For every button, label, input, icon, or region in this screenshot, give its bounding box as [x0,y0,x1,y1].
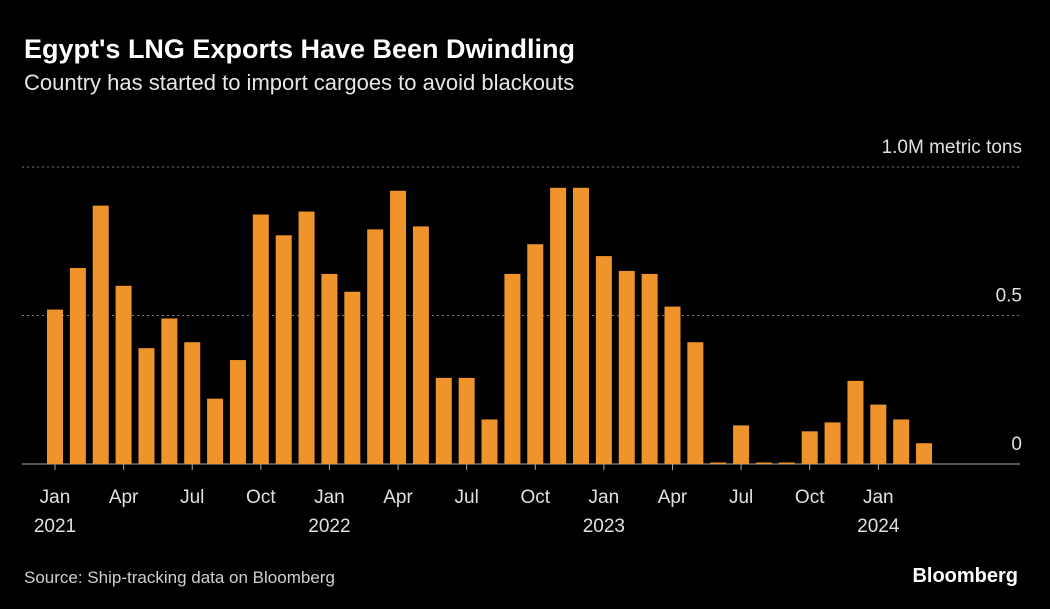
bar [344,291,361,464]
bar [870,404,887,464]
brand: Bloomberg [912,565,1018,587]
x-tick-label: Jan [40,487,71,508]
bar [687,342,704,464]
bar [618,270,635,464]
x-year-label: 2023 [583,516,625,537]
bar [504,273,521,464]
bar [412,226,429,464]
x-tick-label: Jan [314,487,345,508]
chart-title: Egypt's LNG Exports Have Been Dwindling [24,34,575,64]
bar [161,318,178,464]
bar [275,235,292,464]
bar [252,214,269,464]
x-tick-label: Oct [246,487,276,508]
bar [481,419,498,464]
bar [390,190,407,464]
bar [435,377,452,464]
y-tick-label: 1.0M metric tons [882,137,1022,158]
y-tick-label: 0.5 [996,286,1022,307]
bar [824,422,841,464]
bar [778,462,795,464]
x-year-label: 2024 [857,516,900,537]
bar [298,211,315,464]
bar [321,273,338,464]
x-tick-label: Apr [658,487,688,508]
bar [47,309,63,464]
x-tick-label: Apr [109,487,139,508]
bar [733,425,750,464]
bar [458,377,475,464]
x-tick-label: Jul [729,487,753,508]
bar [893,419,910,464]
bar [550,187,567,465]
bar [641,273,658,464]
x-year-label: 2022 [308,516,350,537]
bar [527,244,544,464]
bar [92,205,109,465]
x-tick-label: Apr [383,487,413,508]
bar [916,443,933,464]
bar [573,187,590,465]
bar [184,342,201,464]
x-tick-label: Jan [863,487,894,508]
chart-subtitle: Country has started to import cargoes to… [24,70,574,95]
x-tick-label: Oct [520,487,550,508]
bar [847,380,864,464]
bar [229,360,246,464]
x-tick-label: Jan [589,487,620,508]
bar [595,256,612,464]
bar [115,285,132,464]
bar [664,306,681,464]
bar [207,398,224,464]
y-tick-label: 0 [1011,434,1022,455]
bar [755,462,772,464]
x-tick-label: Oct [795,487,825,508]
bar [69,267,86,464]
bar [710,462,727,464]
bar [138,348,155,464]
bar [367,229,384,464]
x-tick-label: Jul [455,487,479,508]
bar [801,431,818,464]
x-year-label: 2021 [34,516,76,537]
source: Source: Ship-tracking data on Bloomberg [24,568,335,587]
x-tick-label: Jul [180,487,204,508]
